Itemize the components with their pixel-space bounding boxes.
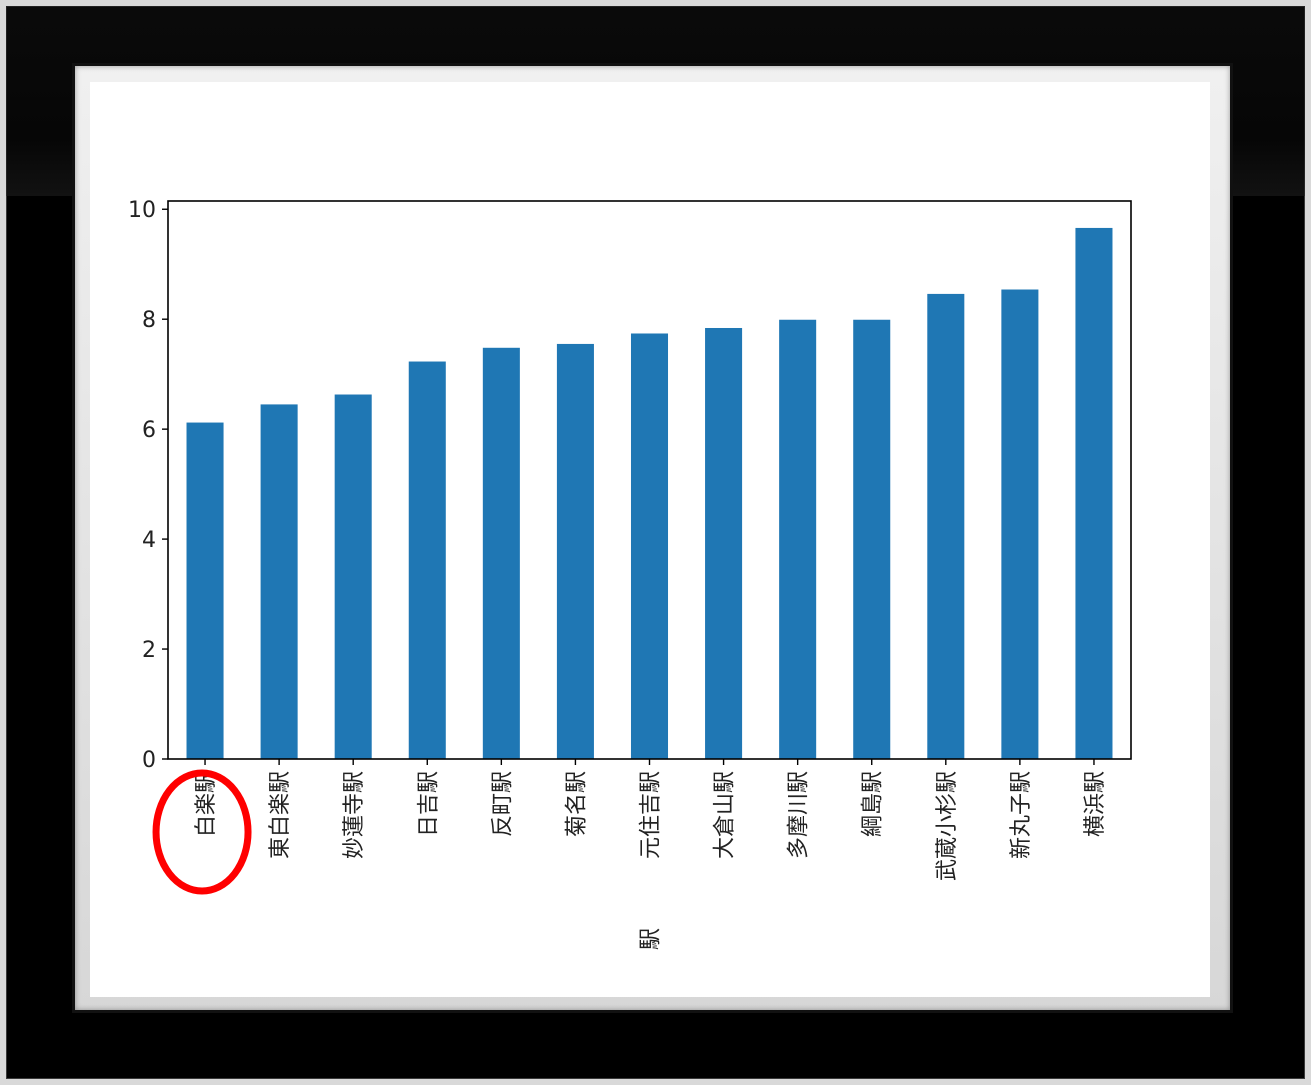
x-tick-label: 綱島駅 [861,771,886,837]
x-tick-label: 多摩川駅 [787,771,812,859]
bar [705,327,743,759]
x-tick-label: 元住吉駅 [639,771,664,859]
x-axis-title: 駅 [639,928,664,950]
bar [927,293,965,759]
bars-group [186,227,1113,759]
bar [1001,289,1039,759]
y-tick-label: 10 [128,198,156,223]
highlight-circle [152,769,252,895]
bar [556,343,594,759]
y-tick-label: 0 [142,748,156,773]
x-tick-label: 白楽駅 [194,771,219,837]
bar [186,422,224,759]
bar [260,404,298,759]
x-tick-label: 新丸子駅 [1009,771,1034,859]
bar [408,361,446,759]
bar [853,319,891,759]
bar [334,394,372,759]
x-tick-label: 日吉駅 [416,771,441,837]
y-tick-label: 4 [142,528,156,553]
bar [779,319,817,759]
y-tick-label: 8 [142,308,156,333]
y-tick-label: 2 [142,638,156,663]
bar [482,347,520,759]
x-tick-label: 東白楽駅 [268,771,293,859]
x-tick-label: 妙蓮寺駅 [342,771,367,859]
x-tick-label: 大倉山駅 [713,771,738,859]
x-axis: 白楽駅 東白楽駅 妙蓮寺駅 日吉駅 反町駅 菊名駅 元住吉駅 大倉山駅 多摩川駅 綱島駅 武蔵小杉駅… [194,759,1108,881]
x-tick-label: 武蔵小杉駅 [935,771,960,881]
bar [630,333,669,759]
x-tick-label: 横浜駅 [1083,771,1108,837]
bar [1075,227,1113,759]
y-tick-label: 6 [142,418,156,443]
x-tick-label: 反町駅 [490,771,515,837]
x-tick-label: 菊名駅 [564,771,589,837]
y-axis: 0 2 4 6 8 10 [128,198,168,773]
